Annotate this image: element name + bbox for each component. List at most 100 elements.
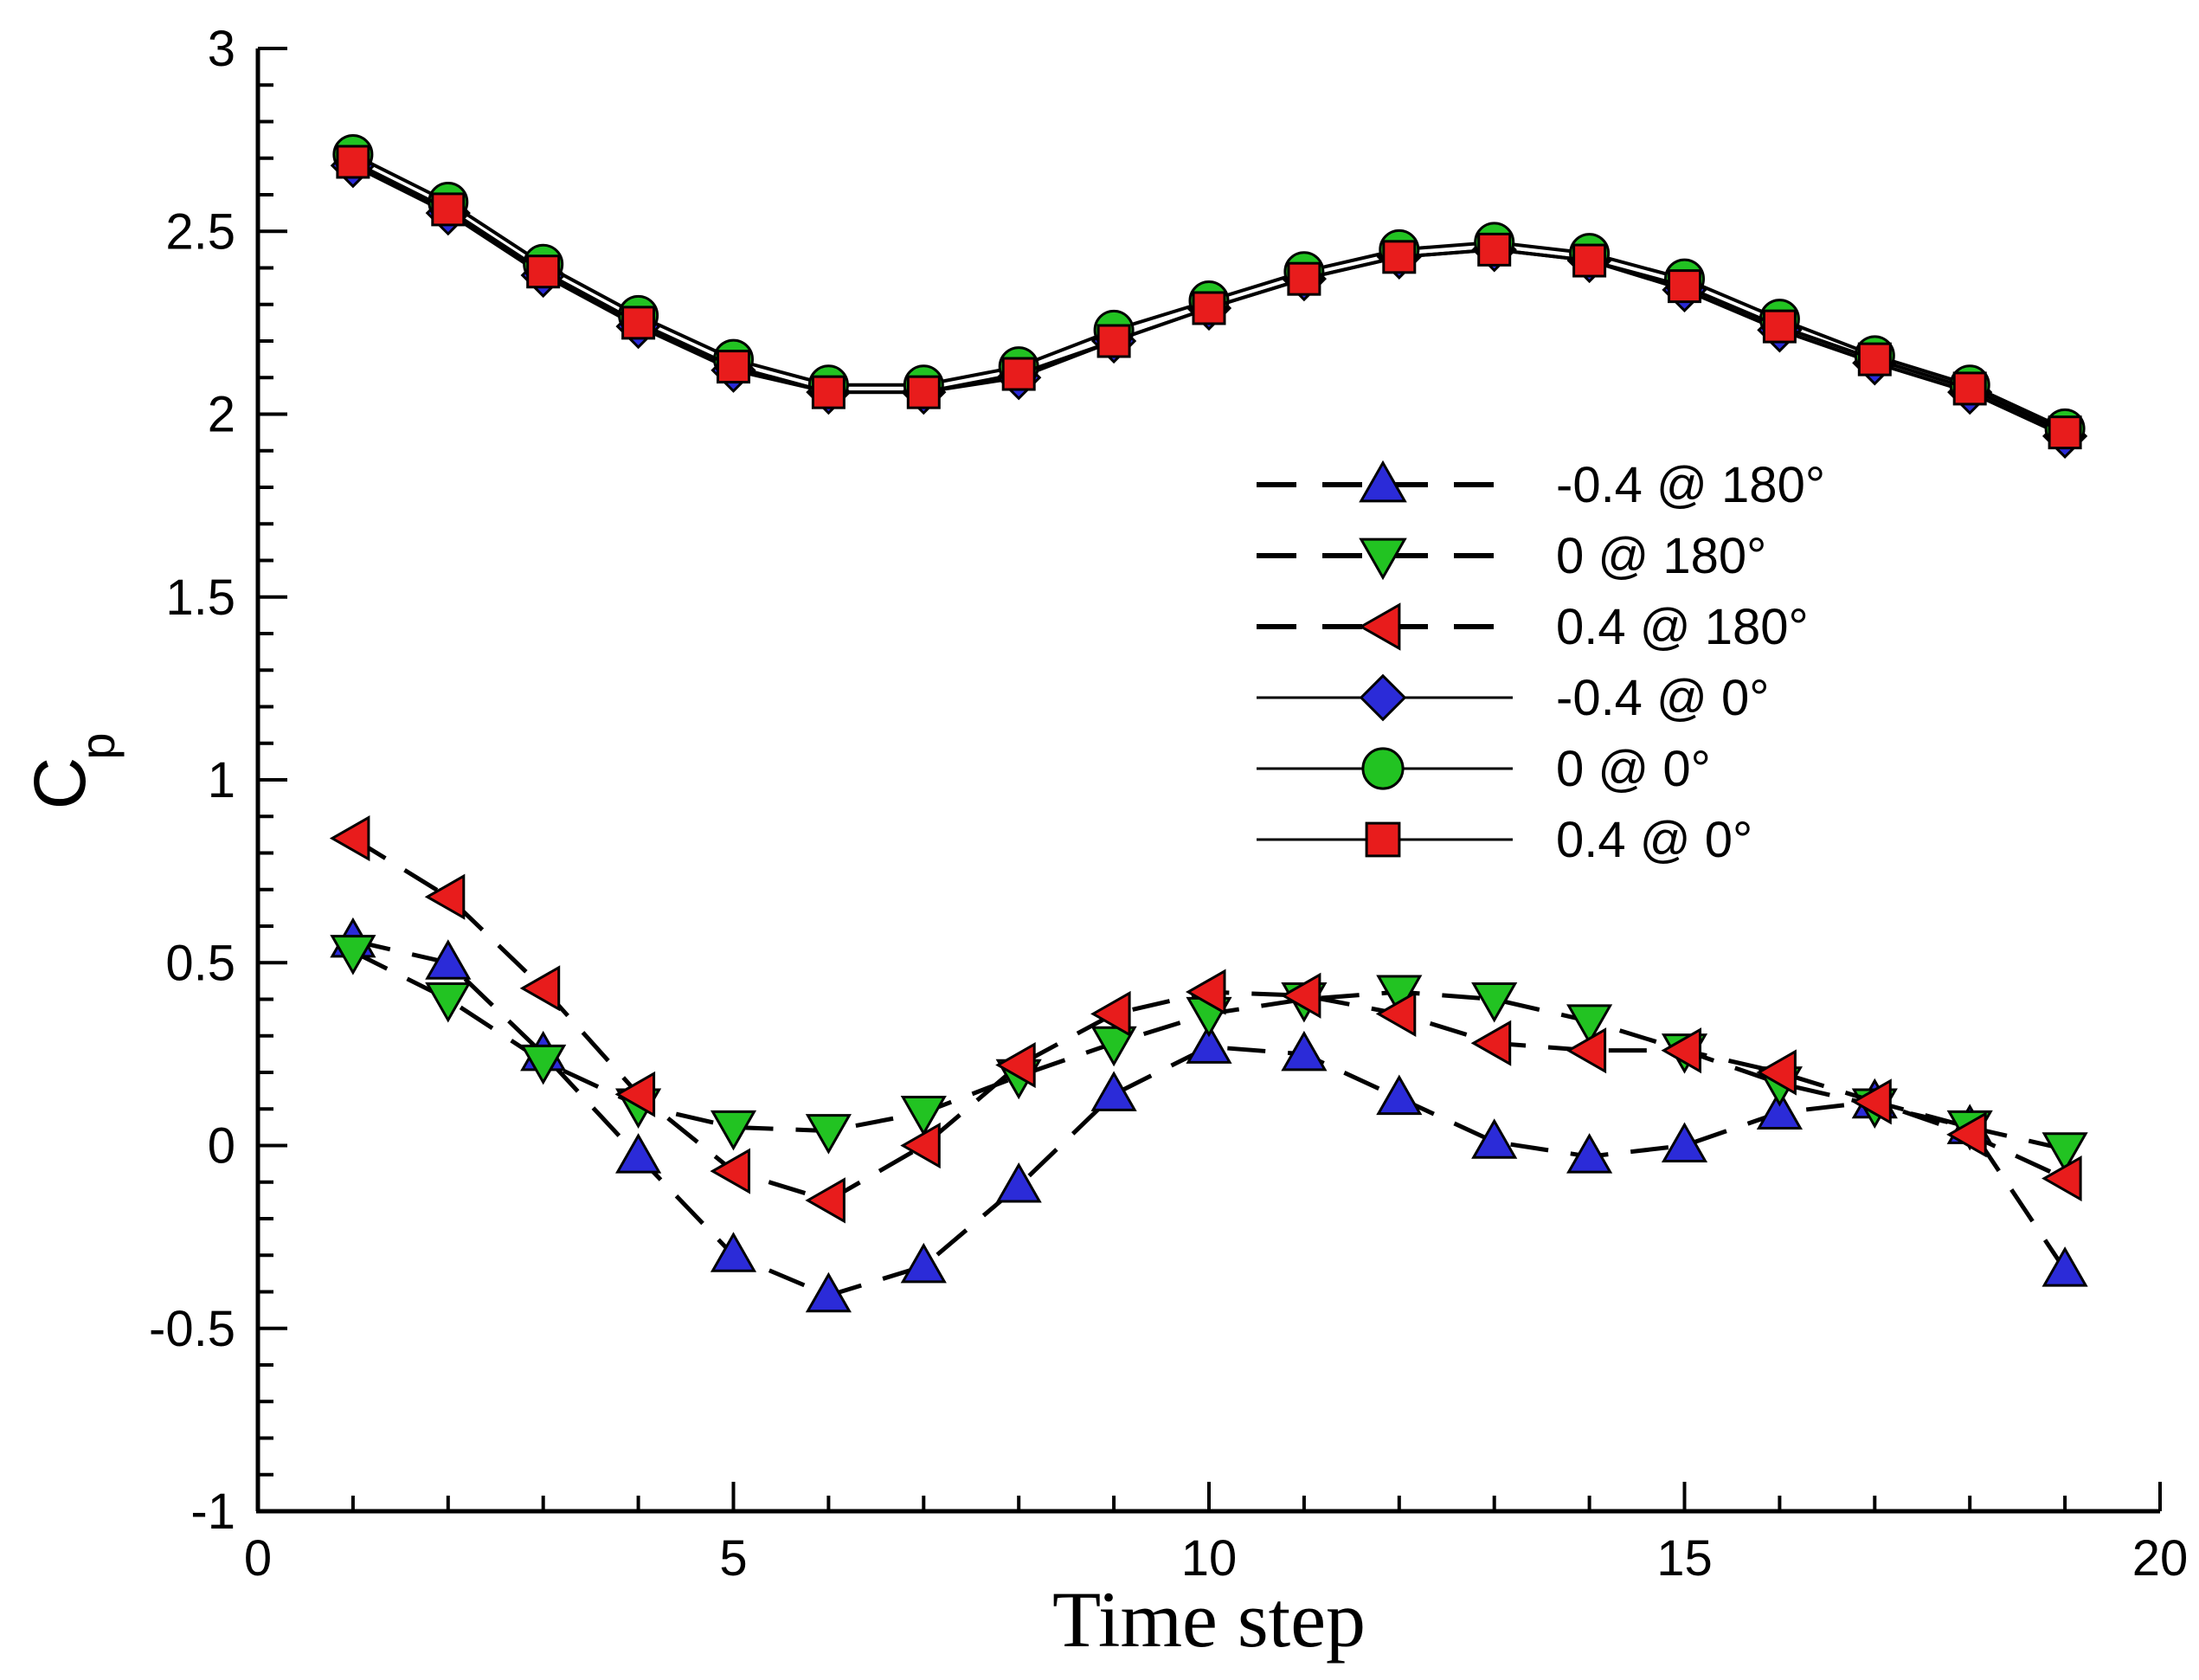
y-tick-label: 3 — [208, 21, 235, 77]
data-point-marker — [2041, 1132, 2088, 1173]
legend-marker — [1365, 821, 1401, 858]
legend-label: 0 @ 180° — [1556, 528, 1766, 584]
data-point-marker — [1096, 324, 1131, 358]
series-2 — [329, 815, 2082, 1224]
data-point-marker — [2048, 415, 2082, 450]
x-axis-title: Time step — [1052, 1575, 1366, 1664]
series-layer — [329, 134, 2088, 1313]
data-point-marker — [1281, 1030, 1328, 1072]
data-point-marker — [1756, 1049, 1797, 1096]
data-point-marker — [424, 873, 466, 920]
data-point-marker — [1090, 1026, 1137, 1067]
data-point-marker — [1477, 232, 1512, 267]
series-5 — [336, 145, 2082, 450]
data-point-marker — [710, 1232, 757, 1272]
y-axis-title-subscript: p — [70, 732, 125, 759]
data-point-marker — [1471, 982, 1518, 1023]
data-point-marker — [1376, 1074, 1423, 1116]
x-tick-label: 5 — [719, 1530, 747, 1587]
legend-entry: 0.4 @ 0° — [1257, 812, 1752, 868]
data-point-marker — [1382, 240, 1417, 274]
y-tick-label: 1.5 — [165, 570, 235, 626]
y-tick-label: -0.5 — [149, 1301, 235, 1357]
data-point-marker — [1090, 990, 1131, 1037]
y-tick-label: 0 — [208, 1118, 235, 1175]
data-point-marker — [1186, 1023, 1232, 1064]
legend-label: -0.4 @ 0° — [1556, 670, 1770, 726]
data-point-marker — [1280, 972, 1321, 1019]
y-tick-label: -1 — [190, 1484, 235, 1540]
ticks-layer: -1 -0.5 0 0.5 1 1.5 2 2.5 3 0 5 10 15 20 — [149, 21, 2188, 1587]
data-point-marker — [615, 1133, 662, 1174]
legend-entry: 0 @ 180° — [1257, 528, 1766, 584]
data-point-marker — [1668, 269, 1701, 304]
data-point-marker — [1952, 371, 1987, 406]
data-point-marker — [805, 1114, 852, 1155]
data-point-marker — [1471, 1118, 1518, 1159]
data-point-marker — [1857, 342, 1892, 377]
data-point-marker — [1376, 975, 1423, 1016]
data-point-marker — [614, 1071, 656, 1117]
data-point-marker — [425, 982, 472, 1023]
legend: -0.4 @ 180° 0 @ 180° 0.4 @ 180° -0.4 @ 0° 0 … — [1257, 457, 1825, 868]
data-point-marker — [2041, 1246, 2088, 1287]
data-point-marker — [1661, 1122, 1708, 1162]
y-tick-label: 2.5 — [165, 203, 235, 260]
y-tick-label: 2 — [208, 387, 235, 443]
data-point-marker — [336, 145, 370, 179]
data-point-marker — [900, 1122, 941, 1169]
x-tick-label: 0 — [244, 1530, 272, 1587]
y-tick-label: 1 — [208, 752, 235, 808]
data-point-marker — [1192, 291, 1226, 325]
data-point-marker — [526, 254, 561, 289]
legend-label: 0.4 @ 0° — [1556, 812, 1752, 868]
y-axis-title: C — [19, 757, 100, 810]
legend-label: 0 @ 0° — [1556, 741, 1711, 797]
data-point-marker — [1946, 1111, 1987, 1158]
data-point-marker — [1566, 1004, 1613, 1045]
data-point-marker — [710, 1148, 750, 1194]
x-tick-label: 10 — [1181, 1530, 1238, 1587]
data-point-marker — [520, 1044, 567, 1085]
data-point-marker — [1756, 1089, 1803, 1130]
data-point-marker — [906, 375, 941, 409]
data-point-marker — [2041, 1155, 2082, 1202]
legend-marker — [1358, 602, 1401, 651]
legend-marker — [1361, 747, 1405, 790]
data-point-marker — [425, 939, 472, 980]
data-point-marker — [995, 1041, 1036, 1089]
data-point-marker — [1566, 1027, 1607, 1074]
data-point-marker — [1661, 1027, 1701, 1074]
legend-entry: -0.4 @ 180° — [1257, 457, 1825, 513]
data-point-marker — [1470, 1020, 1512, 1066]
legend-label: -0.4 @ 180° — [1556, 457, 1825, 513]
data-point-marker — [1762, 309, 1797, 344]
legend-marker — [1359, 460, 1407, 503]
data-point-marker — [1851, 1078, 1892, 1125]
legend-entry: 0 @ 0° — [1257, 741, 1711, 797]
data-point-marker — [717, 350, 750, 384]
data-point-marker — [1566, 1133, 1613, 1174]
data-point-marker — [811, 375, 846, 409]
data-point-marker — [900, 1095, 947, 1136]
data-point-marker — [1185, 969, 1226, 1015]
data-point-marker — [1572, 243, 1607, 278]
data-point-marker — [330, 935, 376, 975]
axes-layer — [255, 48, 2160, 1514]
data-point-marker — [431, 192, 466, 227]
data-point-marker — [995, 1162, 1042, 1203]
data-point-marker — [1287, 261, 1321, 296]
x-tick-label: 20 — [2132, 1530, 2189, 1587]
data-point-marker — [900, 1242, 947, 1284]
data-point-marker — [805, 1177, 846, 1224]
legend-entry: -0.4 @ 0° — [1257, 670, 1770, 726]
legend-label: 0.4 @ 180° — [1556, 599, 1809, 655]
legend-entry: 0.4 @ 180° — [1257, 599, 1809, 655]
data-point-marker — [1001, 357, 1036, 391]
y-tick-label: 0.5 — [165, 935, 235, 991]
data-point-marker — [1090, 1071, 1137, 1111]
legend-marker — [1359, 537, 1407, 581]
